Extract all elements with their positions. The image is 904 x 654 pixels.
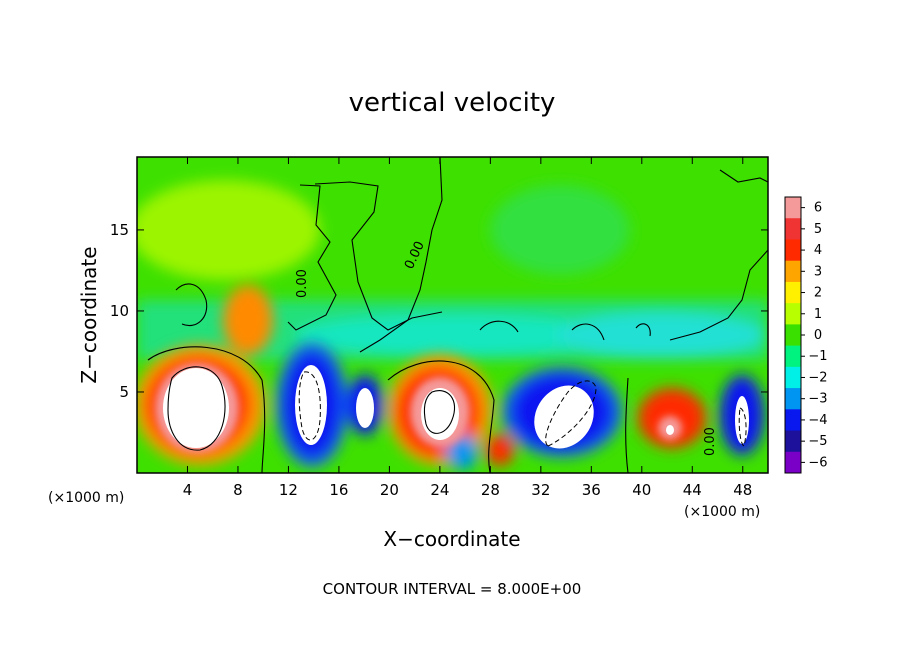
colorbar-tick-label: −6 [808,455,827,470]
colorbar-cell [785,281,801,304]
x-tick-label: 40 [632,481,651,499]
contour-line-upper-left [175,283,208,326]
colorbar-tick-label: 1 [814,307,822,322]
colorbar-tick-label: 2 [814,286,822,301]
cyan-band-mid [295,315,615,355]
colorbar-frame [784,196,802,474]
x-tick-label: 48 [733,481,752,499]
x-tick-label: 12 [279,481,298,499]
chart-title: vertical velocity [349,88,556,118]
contour-line-zero-a [287,184,337,331]
colorbar-cells [785,197,801,474]
y-axis-ticks: 5 10 15 [110,221,768,401]
x-tick-label: 8 [233,481,243,499]
x-tick-label: 16 [329,481,348,499]
x-tick-label: 36 [582,481,601,499]
contour-line-outer-c [625,377,629,473]
downdraft-core-b [356,388,374,428]
plot-frame [136,156,769,474]
colorbar-tick-label: 6 [814,201,822,216]
downdraft-e-inner [446,434,478,470]
colorbar-cell [785,239,801,262]
colorbar-cell [785,303,801,325]
colorbar-tick-label: 3 [814,264,822,279]
downdraft-core-d [735,396,749,444]
contour-label-3: 0.00 [703,427,718,456]
upper-light-region [137,180,320,280]
contour-label-2: 0.00 [295,269,310,298]
contour-line-zero-b [314,181,443,331]
x-tick-label: 4 [183,481,193,499]
contour-line-zero-d [669,249,768,341]
contour-line-dashed-b [545,380,597,447]
updraft-core-a [163,368,229,448]
cyan-band-right [555,313,765,357]
x-axis-unit-right: (×1000 m) [684,504,760,520]
contour-line-zero-e [719,169,768,183]
colorbar-cell [785,366,801,389]
y-tick-label: 10 [110,302,129,320]
x-axis-unit-left: (×1000 m) [48,490,124,506]
contour-line-dashed-c [738,407,747,447]
velocity-field: 0.00 0.00 0.00 [137,157,768,473]
colorbar-tick-label: 4 [814,243,822,258]
updraft-core-b [421,388,459,440]
colorbar-cell [785,197,801,219]
downdraft-core-a [295,365,327,445]
orange-streak [223,285,273,355]
updraft-d-inner [486,434,514,466]
colorbar-cell [785,345,801,368]
contour-line-updraft-a [167,366,226,451]
y-axis-label: Z−coordinate [77,246,101,383]
updraft-core-c [666,425,674,435]
contour-interval-note: CONTOUR INTERVAL = 8.000E+00 [323,580,582,598]
x-tick-label: 28 [481,481,500,499]
colorbar-cell [785,324,801,347]
y-tick-label: 15 [110,221,129,239]
x-axis-label: X−coordinate [383,527,520,551]
colorbar-cell [785,260,801,283]
colorbar: 6 5 4 3 2 1 0 −1 −2 −3 −4 −5 −6 [784,196,828,474]
x-tick-label: 24 [430,481,449,499]
contour-line-outer-b [387,360,495,473]
colorbar-tick-label: −2 [808,370,827,385]
contour-line-outer-a [147,346,266,473]
x-tick-label: 20 [380,481,399,499]
colorbar-cell [785,409,801,432]
colorbar-tick-label: −5 [808,434,827,449]
upper-right-region [490,185,630,275]
colorbar-ticks: 6 5 4 3 2 1 0 −1 −2 −3 −4 −5 −6 [801,201,828,470]
downdraft-core-c [534,385,594,449]
colorbar-cell [785,388,801,410]
y-tick-label: 5 [119,383,129,401]
x-tick-label: 44 [683,481,702,499]
x-tick-label: 32 [531,481,550,499]
colorbar-tick-label: 0 [814,328,822,343]
colorbar-cell [785,451,801,474]
contour-line-updraft-b [423,390,456,434]
colorbar-tick-label: −4 [808,413,827,428]
colorbar-tick-label: −3 [808,392,827,407]
x-axis-ticks: 4 8 12 16 20 24 28 32 36 40 44 48 [183,157,752,499]
colorbar-tick-label: 5 [814,222,822,237]
contour-line-ripples [479,320,651,341]
colorbar-tick-label: −1 [808,349,827,364]
contour-line-dashed-a [298,371,321,441]
colorbar-cell [785,430,801,453]
colorbar-cell [785,218,801,240]
contour-line-zero-c [359,157,443,353]
